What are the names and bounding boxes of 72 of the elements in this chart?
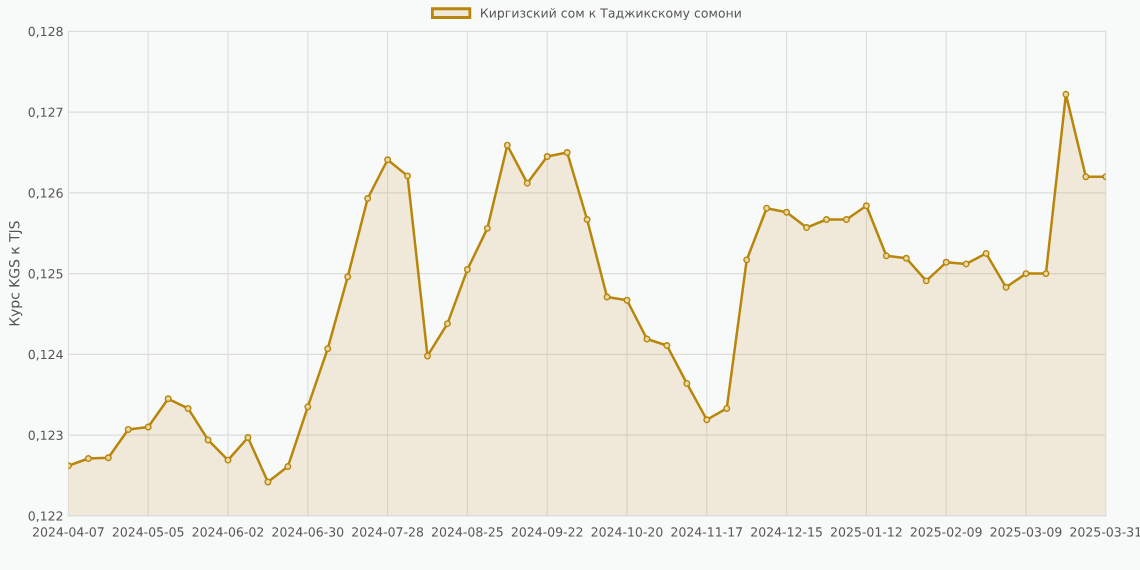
point	[922, 277, 930, 285]
point	[743, 256, 751, 264]
point	[463, 266, 471, 274]
point	[982, 249, 990, 257]
point	[104, 454, 112, 462]
point	[763, 204, 771, 212]
point	[842, 216, 850, 223]
x-tick-label: 2024-04-07	[32, 527, 104, 537]
point	[862, 202, 870, 210]
point	[902, 254, 910, 262]
point	[364, 195, 372, 202]
point	[344, 273, 352, 281]
x-tick-label: 2025-03-31	[1070, 527, 1140, 537]
point	[244, 434, 252, 441]
point	[523, 179, 531, 187]
x-tick-label: 2024-11-17	[671, 527, 743, 537]
y-tick-label: 0,128	[28, 26, 63, 38]
point	[224, 456, 232, 464]
point	[703, 416, 711, 424]
y-tick-label: 0,124	[28, 349, 63, 361]
point	[144, 423, 152, 431]
point	[563, 149, 571, 156]
point	[803, 224, 811, 232]
y-tick-label: 0,125	[28, 269, 63, 280]
point	[164, 395, 172, 403]
point	[124, 425, 132, 433]
point	[204, 436, 212, 444]
x-tick-label: 2024-08-25	[431, 527, 503, 537]
point	[1062, 90, 1070, 98]
point	[623, 296, 631, 304]
y-tick-label: 0,127	[28, 107, 63, 119]
x-tick-label: 2024-07-28	[352, 527, 424, 537]
point	[284, 463, 292, 471]
point	[882, 252, 890, 260]
point	[683, 379, 691, 387]
x-tick-label: 2024-06-30	[272, 527, 344, 537]
point	[583, 216, 591, 223]
y-tick-label: 0,126	[28, 188, 63, 200]
y-tick-label: 0,122	[28, 511, 63, 523]
point	[503, 141, 511, 149]
x-tick-label: 2024-05-05	[112, 527, 184, 537]
point	[1082, 173, 1090, 181]
point	[823, 216, 830, 223]
point	[84, 455, 92, 462]
x-tick-label: 2025-03-09	[990, 527, 1062, 537]
x-tick-label: 2025-01-12	[830, 527, 902, 537]
x-tick-label: 2024-09-22	[511, 527, 583, 537]
point	[324, 345, 332, 353]
point	[384, 156, 392, 164]
point	[304, 403, 312, 411]
legend-label: Киргизский сом к Таджикскому сомони	[481, 8, 741, 21]
point	[1042, 270, 1050, 278]
x-tick-label: 2025-02-09	[910, 527, 982, 537]
x-tick-label: 2024-06-02	[192, 527, 264, 537]
point	[1022, 270, 1030, 278]
point	[783, 208, 791, 216]
point	[663, 341, 671, 349]
x-tick-label: 2024-12-15	[751, 527, 822, 537]
x-tick-label: 2024-10-20	[591, 527, 663, 537]
point	[443, 320, 451, 328]
y-axis-title: Курс KGS к TJS	[9, 221, 23, 326]
point	[723, 404, 731, 412]
point	[962, 260, 970, 268]
point	[424, 352, 431, 360]
point	[264, 478, 272, 486]
point	[543, 153, 551, 160]
point	[1002, 283, 1010, 291]
point	[483, 224, 491, 232]
point	[404, 172, 412, 180]
point	[942, 258, 950, 266]
y-tick-label: 0,123	[28, 430, 63, 442]
point	[184, 404, 192, 412]
